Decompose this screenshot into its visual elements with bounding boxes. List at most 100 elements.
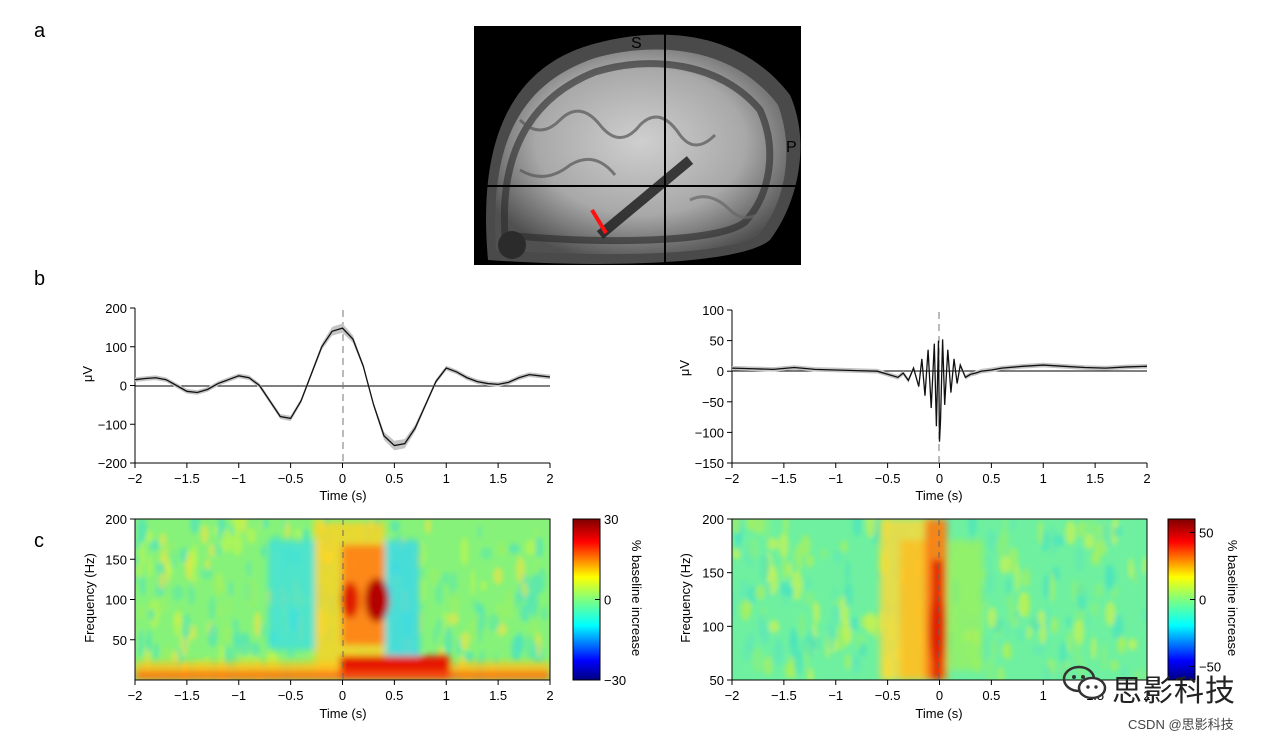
heatmap-speckle: [534, 536, 543, 559]
x-tick-label: 0: [936, 471, 943, 486]
heatmap-speckle: [968, 519, 977, 536]
heatmap-speckle: [429, 567, 440, 588]
heatmap-speckle: [1058, 663, 1070, 680]
heatmap-speckle: [480, 547, 493, 560]
heatmap-speckle: [460, 537, 469, 566]
mri-orient-top: S: [631, 35, 642, 52]
heatmap-speckle: [1093, 582, 1104, 598]
heatmap-speckle: [803, 591, 816, 606]
heatmap-speckle: [746, 630, 756, 652]
heatmap-speckle: [1100, 643, 1108, 671]
heatmap-speckle: [999, 555, 1011, 574]
y-tick-label: 100: [105, 340, 127, 355]
mri-image: [474, 26, 801, 265]
heatmap-speckle: [1059, 641, 1067, 666]
heatmap-speckle: [1127, 638, 1138, 651]
heatmap-speckle: [520, 581, 528, 599]
x-tick-label: −1: [231, 688, 246, 703]
heatmap-speckle: [148, 608, 155, 621]
heatmap-speckle: [1005, 619, 1010, 638]
heatmap-speckle: [220, 529, 232, 553]
heatmap-speckle: [858, 642, 867, 657]
heatmap-speckle: [763, 655, 773, 676]
heatmap-speckle: [208, 595, 216, 621]
y-tick-label: 50: [710, 334, 724, 349]
heatmap-speckle: [844, 653, 852, 670]
heatmap-speckle: [744, 600, 752, 615]
y-tick-label: 200: [702, 512, 724, 527]
heatmap-speckle: [171, 650, 179, 665]
heatmap-speckle: [747, 585, 757, 605]
colorbar-tick-label: −30: [604, 673, 626, 688]
heatmap-speckle: [525, 539, 537, 556]
heatmap-speckle: [442, 610, 447, 635]
x-tick-label: −1.5: [771, 471, 797, 486]
heatmap-speckle: [745, 519, 755, 531]
x-tick-label: −1: [828, 688, 843, 703]
heatmap-speckle: [1074, 545, 1085, 573]
heatmap-speckle: [845, 560, 850, 583]
heatmap-speckle: [985, 656, 996, 680]
heatmap-speckle: [778, 532, 789, 558]
heatmap-speckle: [1067, 631, 1072, 653]
y-tick-label: 0: [717, 364, 724, 379]
heatmap-speckle: [159, 532, 167, 548]
heatmap-speckle: [476, 618, 483, 644]
y-axis-label: Frequency (Hz): [82, 553, 97, 643]
x-axis-label: Time (s): [319, 488, 366, 503]
y-tick-label: −100: [98, 417, 127, 432]
heatmap-speckle: [528, 591, 540, 619]
heatmap-speckle: [258, 519, 263, 531]
heatmap-speckle: [987, 606, 997, 629]
heatmap-speckle: [251, 642, 260, 658]
heatmap-speckle: [1033, 643, 1045, 657]
x-tick-label: −2: [128, 471, 143, 486]
heatmap-speckle: [200, 524, 209, 545]
colorbar-label: % baseline increase: [629, 540, 644, 656]
heatmap-speckle: [246, 527, 257, 544]
heatmap-speckle: [782, 519, 789, 536]
heatmap-speckle: [189, 519, 200, 535]
heatmap-speckle: [761, 519, 771, 539]
heatmap-speckle: [833, 550, 843, 564]
x-tick-label: −0.5: [278, 471, 304, 486]
chart-b-right: −2 −1.5 −1 −0.5 0 0.5 1 1.5 2 100 50 0 −50 −100 −150 T…: [677, 303, 1151, 503]
panel-label-b: b: [34, 268, 46, 290]
heatmap-speckle: [488, 613, 500, 633]
heatmap-speckle: [448, 590, 461, 617]
x-tick-label: 1: [1040, 688, 1047, 703]
heatmap-speckle: [812, 601, 821, 625]
x-tick-label: −2: [725, 471, 740, 486]
heatmap-speckle: [1037, 610, 1046, 625]
heatmap-speckle: [228, 581, 233, 598]
y-tick-label: −200: [98, 456, 127, 471]
heatmap-speckle: [226, 593, 232, 617]
heatmap-speckle: [852, 519, 862, 538]
heatmap-speckle: [732, 548, 741, 560]
heatmap-c-left: −2 −1.5 −1 −0.5 0 0.5 1 1.5 2 200 150 100 50 Time (s…: [82, 512, 644, 721]
heatmap-speckle: [732, 590, 736, 619]
heatmap-speckle: [776, 638, 784, 665]
colorbar-tick-label: 50: [1199, 525, 1213, 540]
heatmap-speckle: [864, 611, 877, 634]
heatmap-speckle: [1087, 519, 1094, 534]
heatmap-speckle: [153, 643, 159, 660]
heatmap-speckle: [795, 542, 803, 572]
heatmap-speckle: [793, 649, 804, 676]
x-tick-label: −0.5: [875, 471, 901, 486]
heatmap-speckle: [1141, 607, 1147, 623]
heatmap-speckle: [1121, 663, 1128, 680]
heatmap-speckle: [1066, 616, 1072, 628]
x-tick-label: 2: [1143, 688, 1150, 703]
heatmap-speckle: [1112, 525, 1123, 538]
heatmap-speckle: [1091, 636, 1097, 660]
heatmap-speckle: [1008, 609, 1014, 629]
heatmap-speckle: [221, 583, 228, 596]
wechat-icon: [1062, 665, 1107, 700]
heatmap-speckle: [171, 585, 184, 601]
colorbar-label: % baseline increase: [1225, 540, 1240, 656]
heatmap-speckle: [241, 519, 247, 534]
heatmap-speckle: [508, 543, 520, 555]
heatmap-speckle: [221, 620, 232, 649]
